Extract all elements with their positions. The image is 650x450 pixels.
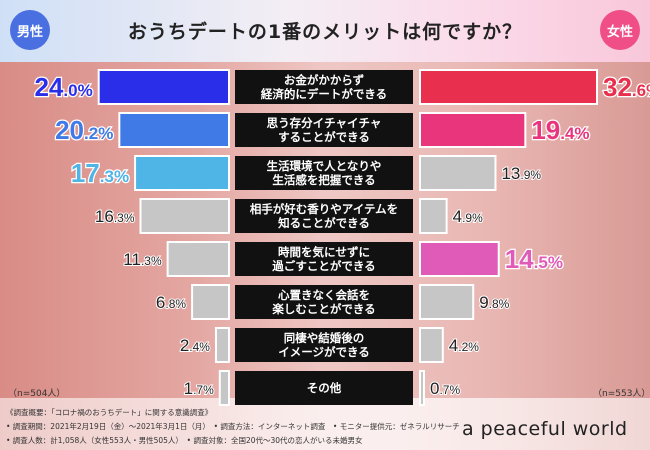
header-band <box>0 0 650 62</box>
female-bar <box>419 69 598 105</box>
footnote-method: • 調査期間：2021年2月19日（金）～2021年3月1日（月） • 調査方法… <box>6 422 460 431</box>
female-bar <box>419 370 425 406</box>
female-value-label: 9.8% <box>479 293 509 312</box>
female-value-label: 0.7% <box>430 379 460 398</box>
category-label: 相手が好む香りやアイテムを <box>250 202 398 216</box>
chart-title: おうちデートの1番のメリットは何ですか？ <box>127 21 523 43</box>
category-label: 生活感を把握できる <box>272 173 375 187</box>
category-box <box>235 285 413 319</box>
female-badge: 女性 <box>600 10 640 50</box>
category-label: 知ることができる <box>277 216 370 230</box>
category-label: 生活環境で人となりや <box>267 159 382 173</box>
female-bar <box>419 155 497 191</box>
male-badge: 男性 <box>10 10 50 50</box>
footnote-overview: 《調査概要：「コロナ禍のおうちデート」に関する意識調査》 <box>6 408 213 417</box>
category-label: イメージができる <box>278 345 370 359</box>
male-bar <box>134 155 231 191</box>
male-bar <box>118 112 230 148</box>
male-bar <box>191 284 231 320</box>
category-label: 心置きなく会話を <box>278 288 370 302</box>
category-label: 同棲や結婚後の <box>284 331 365 345</box>
category-label: 楽しむことができる <box>271 302 375 316</box>
male-bar <box>166 241 230 277</box>
footnote-respondents: • 調査人数：計1,058人（女性553人・男性505人） • 調査対象：全国2… <box>6 436 363 445</box>
category-box <box>235 371 413 405</box>
male-value-label: 2.4% <box>180 336 210 355</box>
category-box <box>235 113 413 147</box>
female-bar <box>419 112 527 148</box>
category-label: お金がかからず <box>284 73 365 87</box>
category-label: 過ごすことができる <box>271 259 375 273</box>
female-bar <box>419 284 475 320</box>
female-value-label: 4.2% <box>449 336 479 355</box>
female-sample-size: （n=553人） <box>593 389 650 399</box>
female-value-label: 32.6% <box>603 72 650 102</box>
category-label: その他 <box>307 381 342 395</box>
category-label: 経済的にデートができる <box>261 87 387 101</box>
female-bar <box>419 241 500 277</box>
male-bar <box>139 198 230 234</box>
female-value-label: 14.5% <box>505 244 563 274</box>
male-value-label: 6.8% <box>156 293 186 312</box>
category-box <box>235 199 413 233</box>
female-value-label: 19.4% <box>531 115 589 145</box>
male-value-label: 11.3% <box>123 250 162 269</box>
male-bar <box>218 370 231 406</box>
footer-band <box>0 398 650 450</box>
male-sample-size: （n=504人） <box>8 389 66 399</box>
category-box <box>235 70 413 104</box>
female-bar <box>419 198 448 234</box>
category-box <box>235 328 413 362</box>
male-bar <box>97 69 230 105</box>
category-label: 思う存分イチャイチャ <box>267 116 382 130</box>
female-value-label: 13.9% <box>501 164 541 183</box>
brand-logo-text: a peaceful world <box>462 418 628 440</box>
male-value-label: 20.2% <box>55 115 113 145</box>
male-value-label: 1.7% <box>184 379 214 398</box>
male-bar <box>214 327 231 363</box>
male-value-label: 16.3% <box>95 207 135 226</box>
female-value-label: 4.9% <box>453 207 483 226</box>
category-box <box>235 156 413 190</box>
category-label: することができる <box>278 130 370 144</box>
male-value-label: 17.3% <box>71 158 129 188</box>
category-box <box>235 242 413 276</box>
male-value-label: 24.0% <box>34 72 92 102</box>
female-bar <box>419 327 444 363</box>
category-label: 時間を気にせずに <box>278 245 370 259</box>
